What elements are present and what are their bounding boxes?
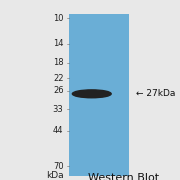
Text: 70: 70 (53, 162, 64, 171)
Text: kDa: kDa (46, 171, 64, 180)
Text: Western Blot: Western Blot (88, 173, 159, 180)
Text: 33: 33 (53, 105, 64, 114)
Text: 10: 10 (53, 14, 64, 23)
Text: 14: 14 (53, 39, 64, 48)
Text: ← 27kDa: ← 27kDa (136, 89, 175, 98)
Text: 44: 44 (53, 126, 64, 135)
Text: 22: 22 (53, 74, 64, 83)
Text: 18: 18 (53, 58, 64, 68)
Bar (69, 14, 129, 176)
Text: 26: 26 (53, 86, 64, 95)
Ellipse shape (72, 90, 111, 98)
